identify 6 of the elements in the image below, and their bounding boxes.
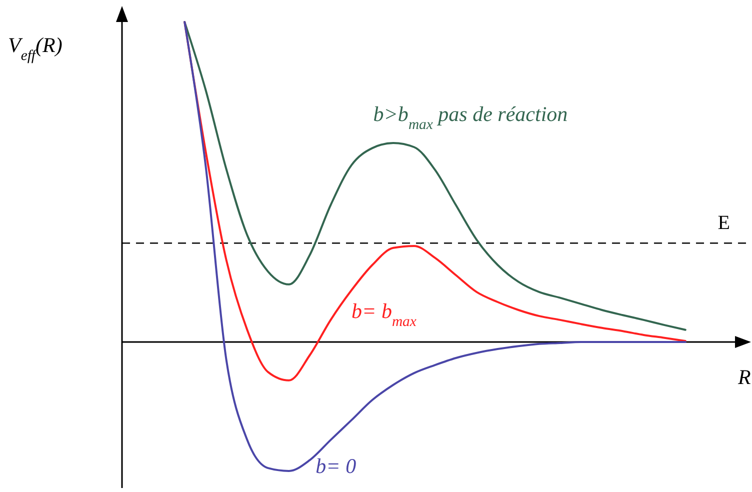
series-label: b>b$_{max}$ pas de réaction (373, 102, 568, 133)
series-label: b= 0 (316, 454, 357, 478)
y-axis-title: V$_{eff}$(R) (8, 33, 62, 64)
ref-line-label: E (718, 212, 730, 234)
series-label: b= b$_{max}$ (352, 299, 417, 330)
x-axis-title: R (737, 365, 751, 389)
